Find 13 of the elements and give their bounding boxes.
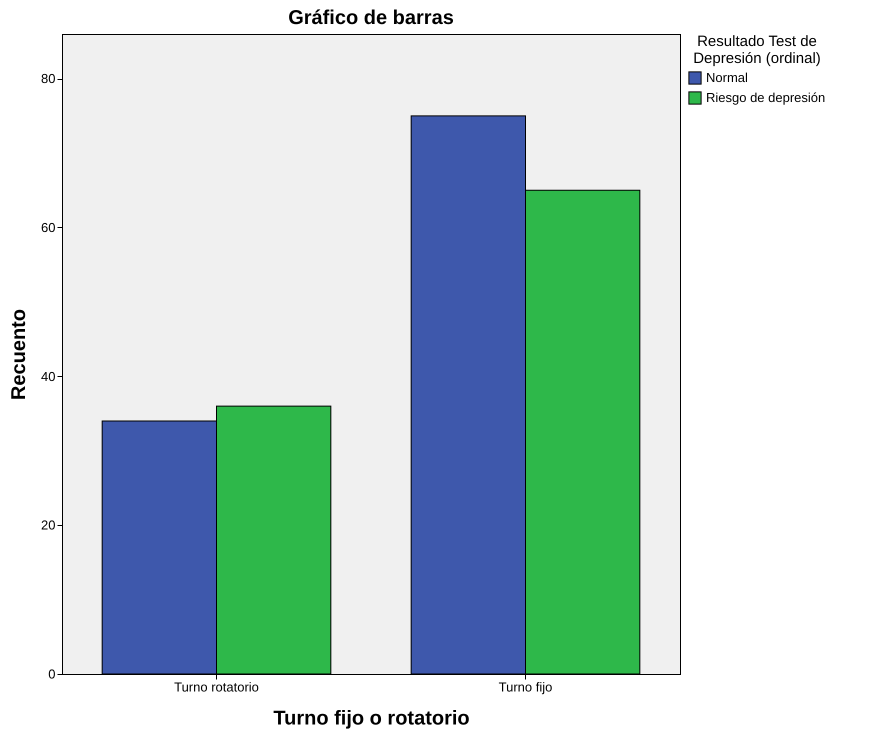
y-tick-label: 0 — [48, 666, 56, 682]
x-axis-title: Turno fijo o rotatorio — [273, 708, 470, 730]
y-tick-label: 80 — [41, 71, 56, 86]
x-tick-label: Turno rotatorio — [174, 680, 259, 694]
x-tick-label: Turno fijo — [498, 680, 552, 694]
y-tick-label: 20 — [41, 518, 56, 533]
y-tick-label: 60 — [41, 220, 56, 235]
legend-label: Riesgo de depresión — [706, 90, 826, 105]
legend-title: Resultado Test de Depresión (ordinal) — [693, 33, 821, 67]
y-axis-title: Recuento — [8, 308, 30, 400]
legend-label: Normal — [706, 70, 748, 85]
y-tick-label: 40 — [41, 368, 56, 384]
chart-title: Gráfico de barras — [288, 7, 454, 29]
